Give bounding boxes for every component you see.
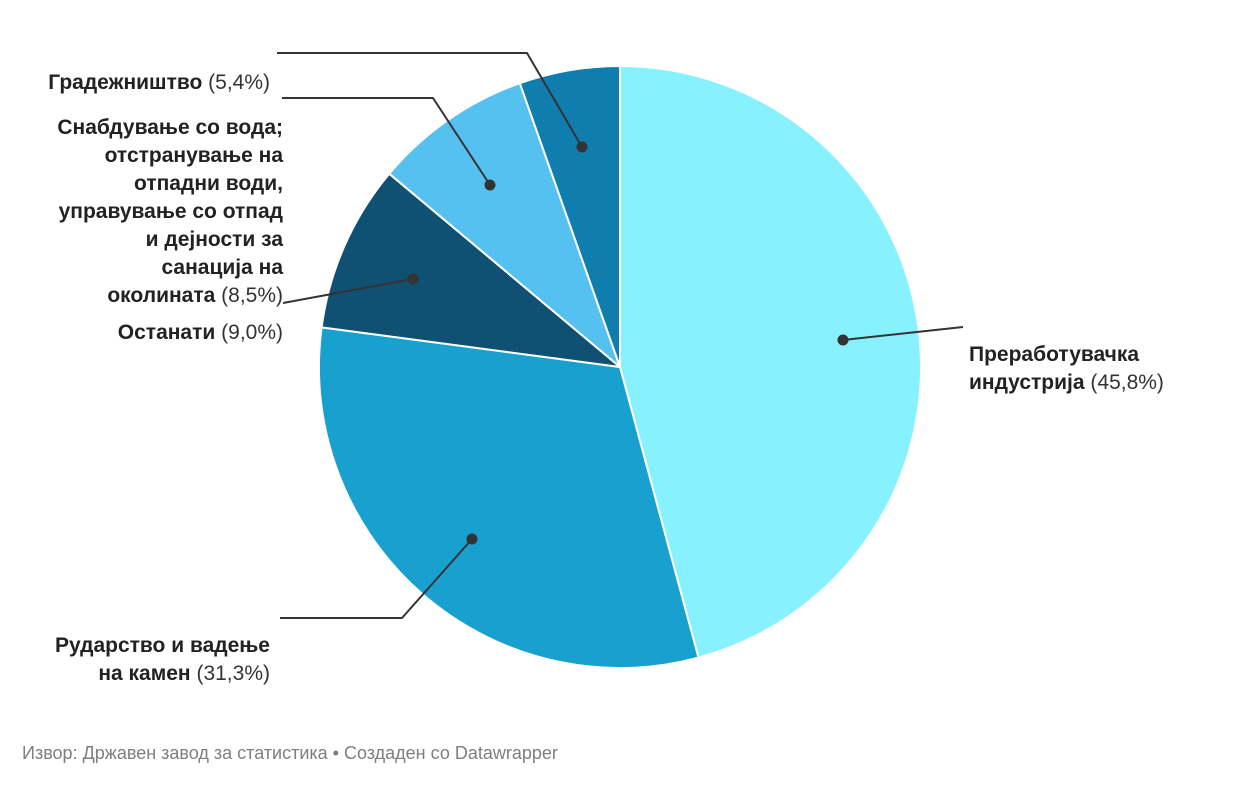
callout-dot-mining bbox=[466, 533, 478, 545]
slice-label-other-pct: (9,0%) bbox=[215, 321, 283, 344]
callout-dot-water bbox=[484, 179, 496, 191]
callout-line-mining bbox=[280, 538, 473, 619]
callout-line-manufacturing bbox=[842, 326, 964, 341]
pie-slice-mining[interactable] bbox=[318, 326, 700, 669]
slice-label-construction: Градежништво (5,4%) bbox=[48, 41, 270, 97]
slice-label-manufacturing-pct: (45,8%) bbox=[1084, 371, 1164, 394]
pie-slice-other[interactable] bbox=[320, 172, 621, 368]
slice-label-mining-pct: (31,3%) bbox=[190, 662, 270, 685]
callout-dot-manufacturing bbox=[837, 334, 849, 346]
slice-label-construction-name: Градежништво bbox=[48, 71, 203, 94]
slice-label-other: Останати (9,0%) bbox=[118, 291, 283, 347]
callout-line-other bbox=[282, 278, 414, 304]
slice-label-construction-pct: (5,4%) bbox=[202, 71, 270, 94]
slice-label-water: Снабдување со вода; отстранување на отпа… bbox=[57, 86, 283, 310]
slice-label-manufacturing-name: Преработувачка индустрија bbox=[969, 343, 1140, 394]
callout-line-construction bbox=[277, 52, 583, 148]
slice-label-manufacturing: Преработувачка индустрија (45,8%) bbox=[969, 313, 1164, 397]
callout-dot-construction bbox=[576, 141, 588, 153]
callout-dot-other bbox=[407, 273, 419, 285]
slice-label-water-pct: (8,5%) bbox=[215, 284, 283, 307]
pie-slice-manufacturing[interactable] bbox=[619, 65, 922, 659]
chart-footer: Извор: Државен завод за статистика • Соз… bbox=[22, 743, 558, 763]
pie-slice-water[interactable] bbox=[388, 82, 621, 368]
pie-slice-construction[interactable] bbox=[518, 65, 621, 368]
slice-label-other-name: Останати bbox=[117, 321, 216, 344]
callout-line-water bbox=[282, 97, 491, 186]
slice-label-mining-name: Рударство и вадење на камен bbox=[54, 634, 270, 685]
slice-label-mining: Рударство и вадење на камен (31,3%) bbox=[55, 604, 270, 688]
slice-label-water-name: Снабдување со вода; отстранување на отпа… bbox=[57, 116, 283, 307]
